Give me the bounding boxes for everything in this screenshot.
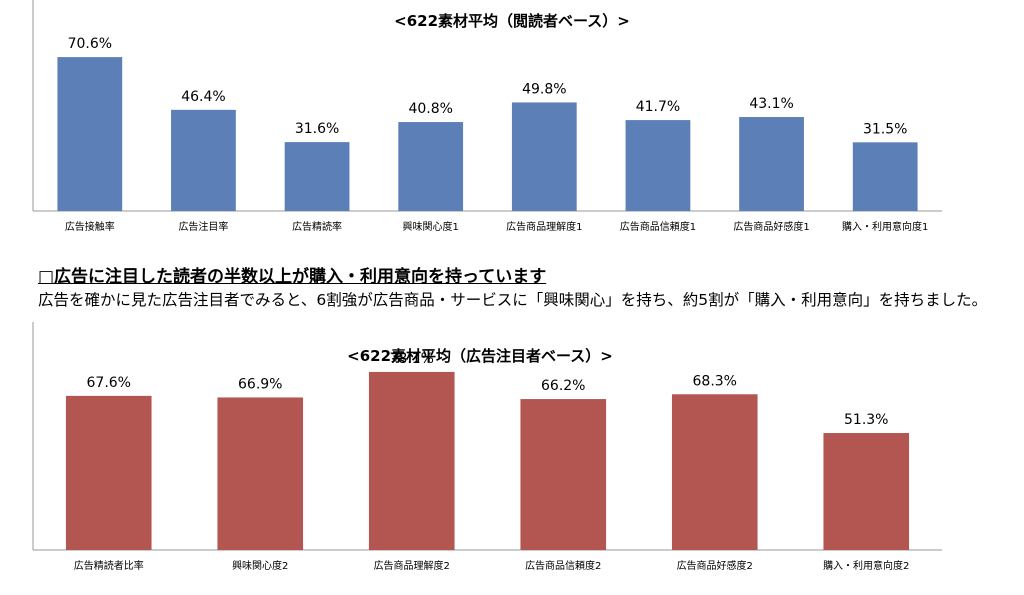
chart-2-category-label: 広告商品好感度2	[677, 559, 753, 572]
chart-1-value-label: 49.8%	[522, 81, 566, 97]
chart-1-bar	[57, 57, 123, 212]
chart-2-value-label: 51.3%	[844, 412, 888, 428]
section-body: 広告を確かに見た広告注目者でみると、6割強が広告商品・サービスに「興味関心」を持…	[38, 291, 988, 309]
chart-1-bar	[284, 142, 350, 211]
chart-1-value-label: 70.6%	[68, 36, 112, 52]
chart-1-value-label: 40.8%	[408, 101, 452, 117]
chart-1-category-label: 購入・利用意向度1	[842, 220, 928, 233]
chart-1-category-label: 広告精読率	[292, 220, 342, 233]
chart-2-value-label: 68.3%	[693, 373, 737, 389]
chart-1-category-label: 広告商品好感度1	[733, 220, 809, 233]
chart-2-category-label: 広告精読者比率	[74, 559, 144, 572]
chart-2-category-label: 広告商品理解度2	[374, 559, 450, 572]
chart-2-bar	[65, 395, 152, 550]
chart-1-category-label: 広告商品信頼度1	[620, 220, 696, 233]
chart-2-value-label: 66.2%	[541, 378, 585, 394]
chart-2-category-label: 広告商品信頼度2	[525, 559, 601, 572]
chart-1-bar	[511, 102, 577, 211]
chart-1-category-label: 広告接触率	[65, 220, 115, 233]
chart-2-bar	[520, 399, 607, 550]
chart-1-bar	[852, 142, 918, 211]
chart-2-category-label: 購入・利用意向度2	[823, 559, 909, 572]
chart-1-bar	[398, 122, 464, 211]
chart-2-bar	[823, 433, 910, 550]
chart-1-bar	[739, 117, 804, 211]
chart-1-title: <622素材平均（閲読者ベース）>	[394, 12, 630, 30]
chart-2-bar	[217, 397, 304, 550]
chart-2-value-label: 67.6%	[87, 375, 131, 391]
chart-1-bar	[171, 109, 236, 211]
chart-1-value-label: 41.7%	[636, 99, 680, 115]
chart-1-value-label: 46.4%	[181, 89, 225, 105]
chart-1-value-label: 31.6%	[295, 121, 339, 137]
chart-1-value-label: 43.1%	[749, 96, 793, 112]
chart-2-value-label: 66.9%	[238, 376, 282, 392]
chart-1-category-label: 興味関心度1	[403, 220, 459, 233]
chart-2-title: <622素材平均（広告注目者ベース）>	[347, 347, 613, 365]
chart-1-value-label: 31.5%	[863, 121, 907, 137]
chart-2-bar	[368, 371, 455, 550]
chart-1-bar	[625, 120, 691, 211]
chart-2-value-label: 78.1%	[390, 351, 434, 367]
chart-2-category-label: 興味関心度2	[232, 559, 288, 572]
chart-2-bar	[671, 394, 758, 550]
chart-1-category-label: 広告商品理解度1	[506, 220, 582, 233]
chart-1-category-label: 広告注目率	[178, 220, 228, 233]
section-heading: □広告に注目した読者の半数以上が購入・利用意向を持っています	[38, 267, 547, 287]
